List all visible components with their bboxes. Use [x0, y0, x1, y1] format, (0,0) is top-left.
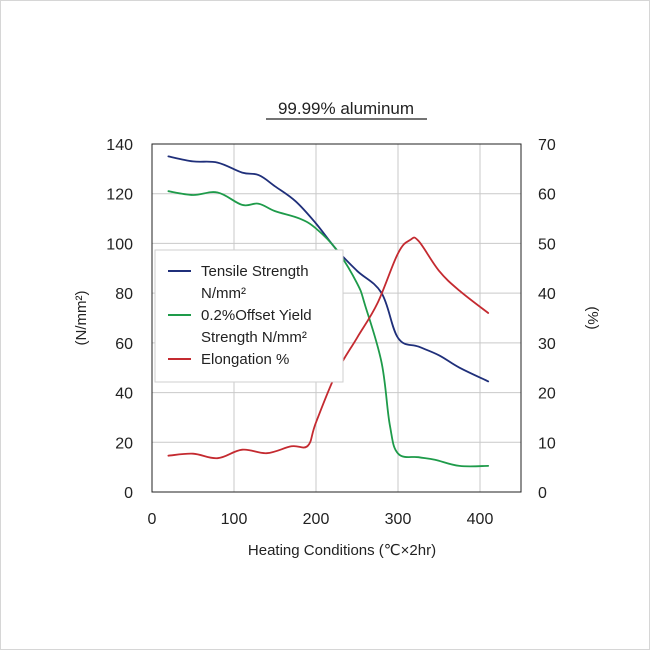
left-y-tick-label: 140 [106, 137, 133, 154]
right-y-tick-label: 30 [538, 336, 556, 353]
x-tick-label: 200 [303, 511, 330, 528]
left-y-tick-label: 40 [115, 386, 133, 403]
right-y-axis-label: (%) [584, 306, 601, 329]
legend-label: 0.2%Offset Yield [201, 307, 312, 324]
left-y-tick-label: 120 [106, 187, 133, 204]
legend-yield-strength: 0.2%Offset Yield Strength N/mm² [168, 307, 312, 346]
right-y-tick-label: 10 [538, 435, 556, 452]
left-y-axis-label: (N/mm²) [73, 291, 90, 346]
legend: Tensile Strength N/mm² 0.2%Offset Yield Str… [154, 249, 344, 383]
left-y-tick-label: 20 [115, 435, 133, 452]
left-y-tick-label: 80 [115, 286, 133, 303]
x-tick-label: 300 [385, 511, 412, 528]
left-y-tick-label: 0 [124, 485, 133, 502]
legend-label: Elongation % [201, 351, 289, 368]
legend-label: Tensile Strength [201, 263, 309, 280]
yield-strength-line [167, 190, 490, 468]
legend-label: Strength N/mm² [201, 329, 307, 346]
legend-label: N/mm² [201, 285, 246, 302]
x-tick-label: 400 [467, 511, 494, 528]
right-y-tick-label: 40 [538, 286, 556, 303]
x-tick-label: 0 [148, 511, 157, 528]
legend-elongation: Elongation % [168, 351, 289, 368]
right-y-tick-label: 20 [538, 386, 556, 403]
x-tick-label: 100 [221, 511, 248, 528]
chart-title: 99.99% aluminum [278, 99, 414, 118]
left-y-tick-label: 100 [106, 236, 133, 253]
right-y-tick-label: 50 [538, 236, 556, 253]
legend-tensile-strength: Tensile Strength N/mm² [168, 263, 309, 302]
x-axis-label: Heating Conditions (℃×2hr) [248, 542, 436, 559]
plot-border [151, 143, 522, 493]
left-y-tick-label: 60 [115, 336, 133, 353]
right-y-tick-label: 60 [538, 187, 556, 204]
right-y-tick-label: 70 [538, 137, 556, 154]
right-y-tick-label: 0 [538, 485, 547, 502]
tick-labels: 0 100 200 300 400 0 20 40 60 80 100 120 140 0 10 20 30 40… [106, 137, 556, 528]
